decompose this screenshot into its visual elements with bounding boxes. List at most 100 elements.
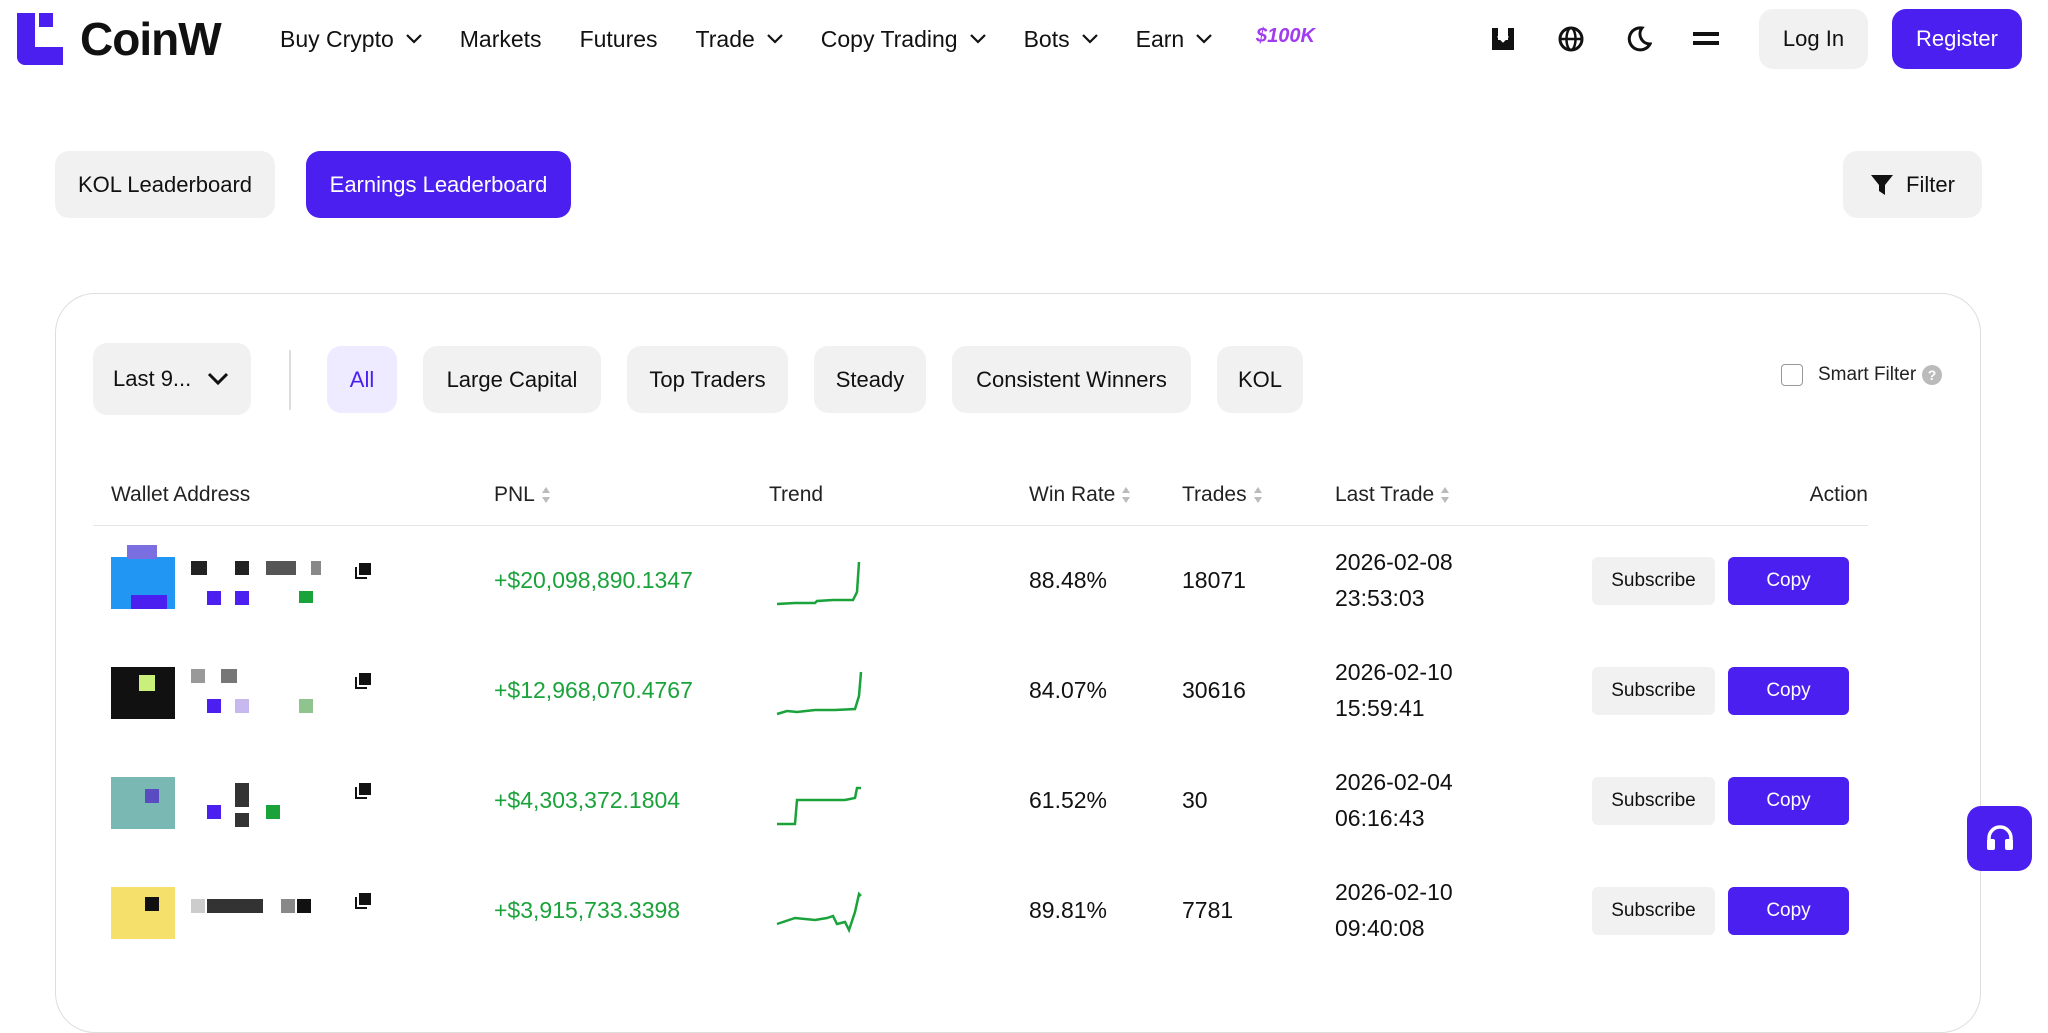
pnl: +$4,303,372.1804	[494, 787, 681, 813]
nav: Buy Crypto Markets Futures Trade Copy Tradin…	[280, 0, 1212, 78]
trades: 30	[1182, 787, 1208, 813]
column-header[interactable]: Last Trade	[1335, 483, 1450, 507]
menu-icon[interactable]	[1693, 30, 1719, 48]
nav-label: Futures	[579, 25, 658, 52]
nav-label: Markets	[459, 25, 542, 52]
avatar	[111, 545, 321, 609]
period-label: Last 9...	[113, 366, 192, 391]
column-label: PNL	[494, 483, 535, 506]
nav-label: Buy Crypto	[280, 25, 394, 52]
subscribe-button[interactable]: Subscribe	[1592, 667, 1715, 715]
column-header: Wallet Address	[111, 483, 250, 507]
trades: 7781	[1182, 897, 1234, 923]
nav-item[interactable]: Buy Crypto	[280, 26, 422, 53]
last-trade-date: 2026-02-10	[1335, 659, 1453, 685]
copy-button[interactable]: Copy	[1728, 667, 1849, 715]
column-header[interactable]: PNL	[494, 483, 551, 507]
support-icon	[1987, 825, 2013, 850]
pnl: +$12,968,070.4767	[494, 677, 693, 703]
sort-icon[interactable]	[1121, 486, 1131, 504]
nav-label: Trade	[695, 25, 755, 52]
chevron	[969, 34, 986, 44]
language-icon[interactable]	[1558, 26, 1584, 52]
chevron	[405, 34, 422, 44]
copy-icon[interactable]	[354, 672, 372, 690]
promo[interactable]: $100K	[1256, 25, 1315, 47]
column-label: Trend	[769, 483, 824, 506]
logo[interactable]: CoinW	[80, 13, 222, 65]
nav-item[interactable]: Futures	[580, 26, 658, 53]
column-label: Last Trade	[1335, 483, 1435, 506]
filter-label: Filter	[1906, 171, 1955, 197]
column-label: Wallet Address	[111, 483, 251, 506]
logo-mark	[17, 13, 63, 65]
column-header[interactable]: Trades	[1182, 483, 1263, 507]
last-trade-time: 09:40:08	[1335, 915, 1425, 941]
chip[interactable]: Top Traders	[627, 346, 788, 413]
tab-active[interactable]: Earnings Leaderboard	[306, 151, 571, 218]
last-trade-date: 2026-02-08	[1335, 549, 1453, 575]
nav-item[interactable]: Markets	[460, 26, 542, 53]
nav-label: Bots	[1023, 25, 1070, 52]
period-dropdown[interactable]: Last 9...	[93, 343, 251, 415]
nav-label: Copy Trading	[820, 25, 958, 52]
theme-icon[interactable]	[1626, 26, 1652, 52]
copy-icon[interactable]	[354, 782, 372, 800]
nav-item[interactable]: Trade	[696, 26, 783, 53]
chip[interactable]: Steady	[814, 346, 926, 413]
login-button[interactable]: Log In	[1759, 9, 1868, 69]
avatar	[111, 887, 311, 939]
trades: 30616	[1182, 677, 1246, 703]
page: CoinW Buy Crypto Markets Futures Trade Copy …	[17, 0, 2032, 1033]
help-icon[interactable]: ?	[1922, 365, 1942, 385]
copy-button[interactable]: Copy	[1728, 777, 1849, 825]
subscribe-button[interactable]: Subscribe	[1592, 777, 1715, 825]
sparkline	[776, 891, 862, 934]
filter-icon	[1871, 174, 1894, 195]
pnl: +$20,098,890.1347	[494, 567, 693, 593]
chevron	[767, 34, 783, 44]
last-trade-time: 15:59:41	[1335, 695, 1425, 721]
win-rate: 89.81%	[1029, 897, 1108, 923]
last-trade-time: 06:16:43	[1335, 805, 1425, 831]
nav-item[interactable]: Earn	[1136, 26, 1213, 53]
column-header: Action	[1809, 483, 1868, 506]
chevron	[207, 372, 229, 386]
divider	[289, 350, 291, 410]
last-trade-date: 2026-02-04	[1335, 769, 1453, 795]
chip[interactable]: Large Capital	[423, 346, 601, 413]
nav-item[interactable]: Bots	[1024, 26, 1098, 53]
chevron	[1081, 34, 1098, 44]
download-icon[interactable]	[1490, 26, 1516, 52]
checkbox[interactable]	[1781, 364, 1803, 386]
column-header: Trend	[769, 483, 823, 507]
header-rule	[93, 525, 1868, 526]
sort-icon[interactable]	[541, 486, 551, 504]
win-rate: 88.48%	[1029, 567, 1108, 593]
chip[interactable]: KOL	[1217, 346, 1303, 413]
sparkline	[776, 561, 861, 606]
trades: 18071	[1182, 567, 1246, 593]
chip[interactable]: Consistent Winners	[952, 346, 1191, 413]
avatar	[111, 667, 313, 719]
sparkline	[777, 786, 861, 826]
avatar	[111, 777, 280, 829]
subscribe-button[interactable]: Subscribe	[1592, 557, 1715, 605]
nav-item[interactable]: Copy Trading	[821, 26, 986, 53]
column-label: Trades	[1182, 483, 1247, 506]
copy-icon[interactable]	[354, 892, 372, 910]
support-button[interactable]	[1967, 806, 2032, 871]
column-header[interactable]: Win Rate	[1029, 483, 1131, 507]
copy-icon[interactable]	[354, 562, 372, 580]
tab[interactable]: KOL Leaderboard	[55, 151, 275, 218]
sort-icon[interactable]	[1440, 486, 1450, 504]
filter-button[interactable]: Filter	[1843, 151, 1982, 218]
register-button[interactable]: Register	[1892, 9, 2022, 69]
copy-button[interactable]: Copy	[1728, 557, 1849, 605]
column-label: Win Rate	[1029, 483, 1116, 506]
sort-icon[interactable]	[1253, 486, 1263, 504]
subscribe-button[interactable]: Subscribe	[1592, 887, 1715, 935]
copy-button[interactable]: Copy	[1728, 887, 1849, 935]
chip-active[interactable]: All	[327, 346, 397, 413]
sparkline	[776, 671, 863, 716]
